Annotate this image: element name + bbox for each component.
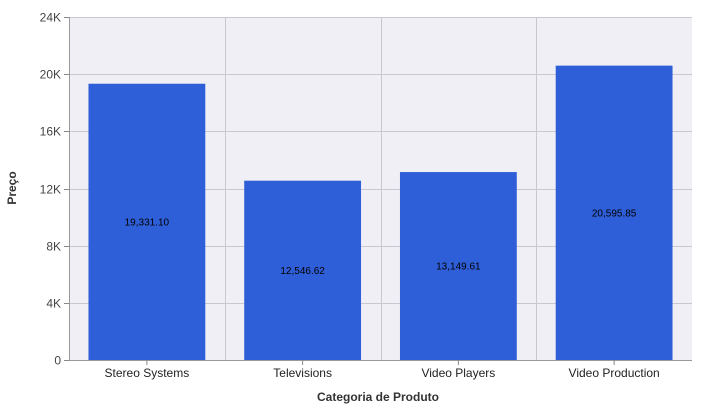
x-category-label: Video Production: [569, 366, 660, 380]
x-categories-group: Stereo Systems Televisions Video Players Vi…: [105, 360, 660, 380]
y-tick-label: 8K: [46, 240, 61, 254]
x-axis-title: Categoria de Produto: [317, 390, 439, 404]
bar-value-label: 12,546.62: [280, 266, 325, 277]
y-tick-label: 24K: [40, 11, 61, 25]
bars-group: [88, 65, 673, 361]
y-tick-label: 20K: [40, 68, 61, 82]
bar[interactable]: [88, 83, 206, 360]
bar-value-label: 19,331.10: [125, 217, 170, 228]
x-category-label: Stereo Systems: [105, 366, 190, 380]
y-tick-label: 16K: [40, 125, 61, 139]
x-category-label: Televisions: [273, 366, 332, 380]
y-ticks-group: 0 4K 8K 12K 16K 20K 24K: [40, 11, 692, 368]
bar[interactable]: [244, 180, 362, 360]
y-tick-label: 0: [54, 354, 61, 368]
y-tick-label: 12K: [40, 183, 61, 197]
data-labels-group: 19,331.10 12,546.62 13,149.61 20,595.85: [125, 208, 637, 277]
bar[interactable]: [399, 172, 517, 360]
y-tick-label: 4K: [46, 297, 61, 311]
bar-value-label: 13,149.61: [436, 262, 481, 273]
x-category-label: Video Players: [421, 366, 495, 380]
bar-value-label: 20,595.85: [592, 208, 637, 219]
y-axis-title: Preço: [5, 171, 19, 204]
bar[interactable]: [555, 65, 673, 361]
